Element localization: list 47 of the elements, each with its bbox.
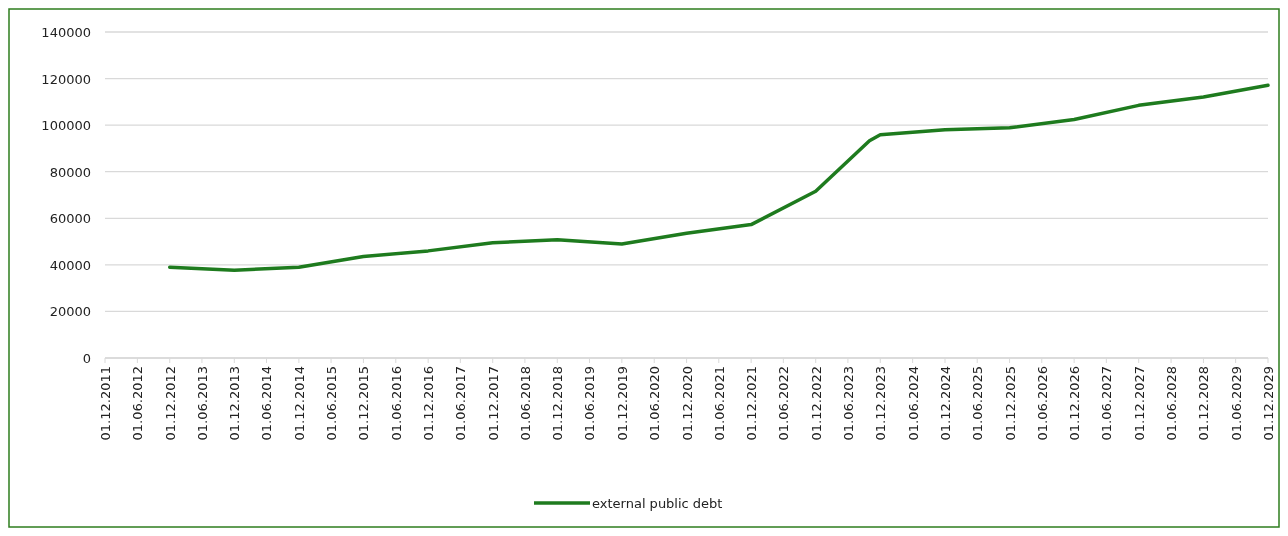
x-tick-label: 01.12.2022 [808,366,824,441]
legend-label: external public debt [592,496,723,511]
x-tick-label: 01.06.2012 [130,366,146,441]
x-tick-label: 01.12.2013 [227,366,243,441]
x-tick-label: 01.12.2029 [1261,366,1276,441]
y-tick-label: 60000 [49,211,91,227]
x-tick-label: 01.06.2022 [776,366,792,441]
x-tick-label: 01.12.2021 [744,366,760,441]
y-tick-label: 20000 [49,304,91,320]
x-tick-label: 01.12.2027 [1131,366,1147,441]
x-tick-label: 01.12.2011 [98,366,113,441]
y-tick-label: 40000 [49,257,91,273]
x-tick-label: 01.12.2025 [1002,366,1018,441]
x-tick-label: 01.12.2018 [550,366,566,441]
x-tick-label: 01.06.2018 [517,366,533,441]
x-tick-label: 01.06.2020 [647,366,663,441]
x-tick-label: 01.06.2024 [905,366,921,441]
x-tick-label: 01.12.2028 [1196,366,1212,441]
x-tick-label: 01.06.2019 [582,366,598,441]
y-tick-label: 80000 [49,164,91,180]
x-tick-label: 01.12.2026 [1067,366,1083,441]
x-tick-label: 01.12.2020 [679,366,695,441]
x-tick-label: 01.12.2017 [485,366,501,441]
x-tick-label: 01.12.2016 [421,366,437,441]
x-tick-label: 01.06.2027 [1099,366,1115,441]
x-tick-label: 01.06.2023 [840,366,856,441]
x-tick-label: 01.06.2015 [324,366,340,441]
x-tick-label: 01.06.2014 [259,366,275,441]
line-series [167,83,1270,272]
x-tick-label: 01.06.2025 [970,366,986,441]
x-tick-label: 01.12.2014 [291,366,307,441]
y-tick-label: 140000 [41,25,91,40]
y-tick-label: 120000 [41,71,91,87]
y-tick-label: 0 [82,351,91,366]
x-tick-label: 01.06.2016 [388,366,404,441]
x-tick-label: 01.06.2028 [1164,366,1180,441]
x-tick-label: 01.12.2012 [162,366,178,441]
x-tick-label: 01.06.2029 [1228,366,1244,441]
x-tick-label: 01.12.2023 [873,366,889,441]
x-tick-label: 01.12.2019 [614,366,630,441]
x-tick-label: 01.06.2017 [453,366,469,441]
x-tick-label: 01.06.2013 [194,366,210,441]
x-tick-label: 01.12.2024 [938,366,954,441]
x-tick-label: 01.06.2021 [711,366,727,441]
y-tick-label: 100000 [41,118,91,134]
x-tick-label: 01.06.2026 [1034,366,1050,441]
x-tick-label: 01.12.2015 [356,366,372,441]
